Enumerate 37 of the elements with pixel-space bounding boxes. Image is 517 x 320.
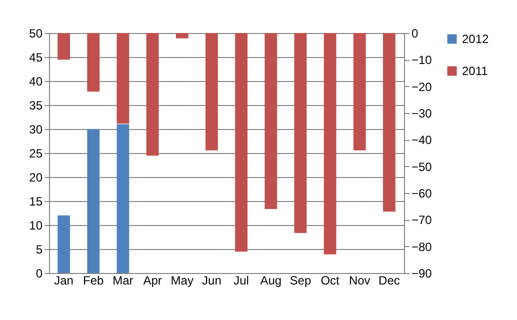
y-tick-label: 10 (29, 218, 43, 232)
y2-tick-label: −60 (412, 186, 432, 200)
x-tick-label: Jun (202, 274, 222, 288)
x-tick-label: Nov (348, 274, 370, 288)
y-tick-label: 45 (29, 50, 43, 64)
y2-tick-label: −50 (412, 160, 432, 174)
bar (58, 215, 70, 273)
x-tick-label: May (170, 274, 194, 288)
x-tick-label: Feb (83, 274, 104, 288)
y-tick-label: 50 (29, 26, 43, 40)
bar (87, 129, 100, 273)
y2-tick-label: −40 (412, 133, 432, 148)
x-tick-label: Sep (290, 274, 312, 288)
legend-label: 2011 (462, 64, 488, 78)
legend-label: 2012 (462, 32, 490, 46)
y2-tick-label: −20 (412, 80, 432, 94)
x-tick-label: Apr (143, 274, 162, 288)
y-tick-label: 30 (29, 122, 43, 136)
y-tick-label: 20 (29, 170, 43, 184)
y-tick-label: 15 (29, 194, 43, 208)
y2-tick-label: −10 (412, 53, 432, 68)
x-tick-label: Jan (54, 274, 74, 288)
y-tick-label: 5 (36, 242, 43, 256)
y-tick-label: 40 (29, 74, 43, 88)
x-tick-label: Jul (234, 274, 249, 288)
y2-tick-label: −80 (412, 240, 432, 254)
x-tick-label: Mar (112, 274, 134, 288)
x-tick-label: Aug (260, 274, 282, 288)
y-tick-label: 0 (36, 266, 43, 280)
y2-tick-label: −70 (412, 213, 432, 228)
y2-tick-label: −90 (412, 266, 432, 280)
y-tick-label: 35 (29, 98, 43, 112)
x-tick-label: Dec (378, 274, 400, 288)
x-tick-label: Oct (320, 274, 340, 288)
y2-tick-label: 0 (412, 26, 418, 40)
y2-tick-label: −30 (412, 106, 432, 120)
y-tick-label: 25 (29, 146, 43, 160)
